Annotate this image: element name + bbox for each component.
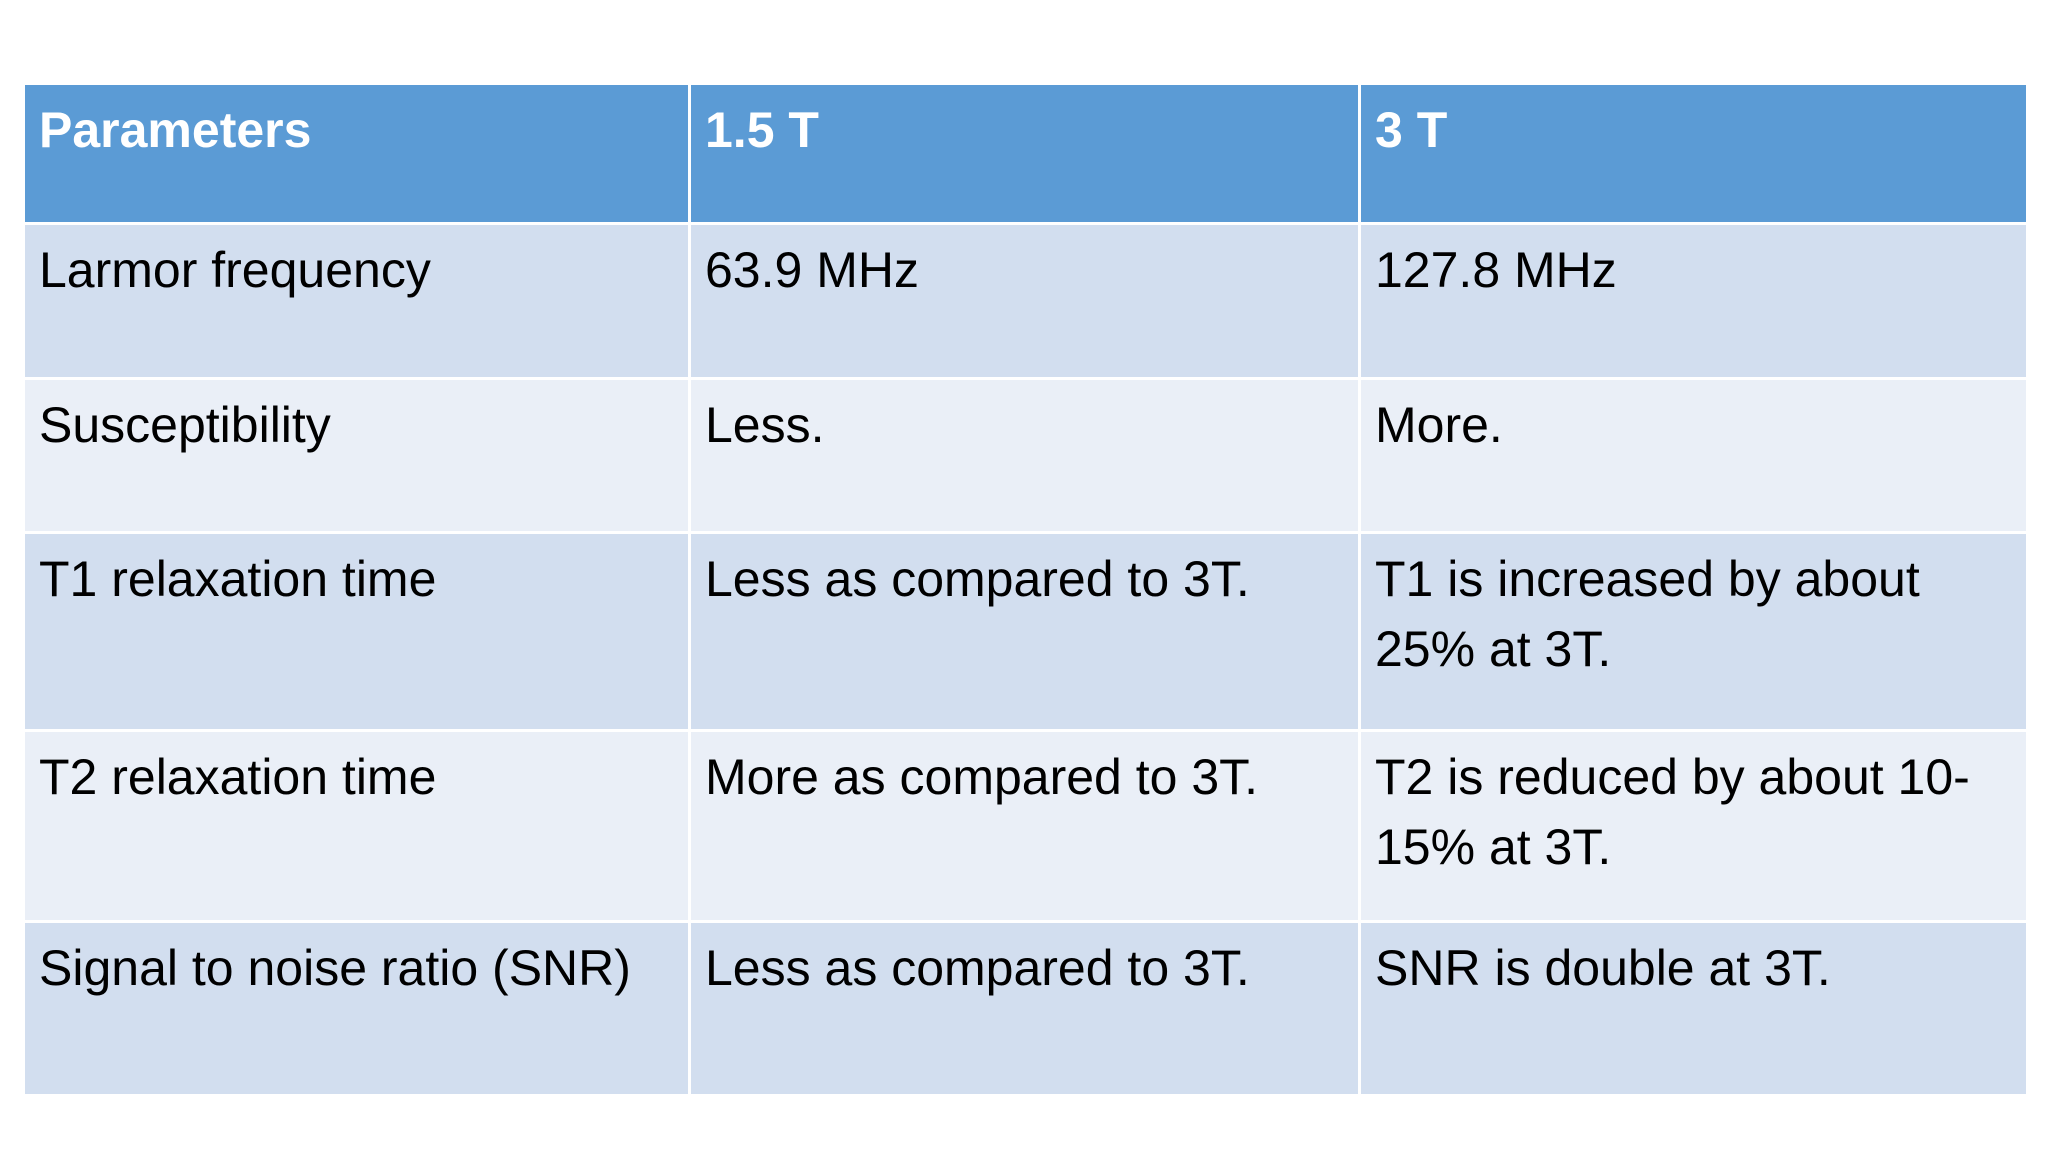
table-row: Susceptibility Less. More. bbox=[22, 377, 2029, 534]
table-cell: Less as compared to 3T. bbox=[688, 531, 1361, 732]
table-cell: More as compared to 3T. bbox=[688, 729, 1361, 923]
table-cell: More. bbox=[1358, 377, 2029, 534]
header-row: Parameters 1.5 T 3 T bbox=[22, 82, 2029, 225]
table-cell: Less. bbox=[688, 377, 1361, 534]
table-cell: 127.8 MHz bbox=[1358, 222, 2029, 380]
table-row: T1 relaxation time Less as compared to 3T… bbox=[22, 531, 2029, 732]
table-cell: Susceptibility bbox=[22, 377, 691, 534]
table-row: Signal to noise ratio (SNR) Less as compa… bbox=[22, 920, 2029, 1097]
table-cell: T1 relaxation time bbox=[22, 531, 691, 732]
table-cell: T2 relaxation time bbox=[22, 729, 691, 923]
header-cell: Parameters bbox=[22, 82, 691, 225]
table-cell: T1 is increased by about 25% at 3T. bbox=[1358, 531, 2029, 732]
table-row: T2 relaxation time More as compared to 3T… bbox=[22, 729, 2029, 923]
table-row: Larmor frequency 63.9 MHz 127.8 MHz bbox=[22, 222, 2029, 380]
table-cell: Signal to noise ratio (SNR) bbox=[22, 920, 691, 1097]
table-cell: SNR is double at 3T. bbox=[1358, 920, 2029, 1097]
table-cell: Less as compared to 3T. bbox=[688, 920, 1361, 1097]
header-cell: 1.5 T bbox=[688, 82, 1361, 225]
comparison-table: Parameters 1.5 T 3 T Larmor frequency 63.… bbox=[22, 82, 2029, 1097]
table-cell: T2 is reduced by about 10-15% at 3T. bbox=[1358, 729, 2029, 923]
table-body: Larmor frequency 63.9 MHz 127.8 MHz Suscept… bbox=[22, 222, 2029, 1097]
table-cell: Larmor frequency bbox=[22, 222, 691, 380]
header-cell: 3 T bbox=[1358, 82, 2029, 225]
table-cell: 63.9 MHz bbox=[688, 222, 1361, 380]
